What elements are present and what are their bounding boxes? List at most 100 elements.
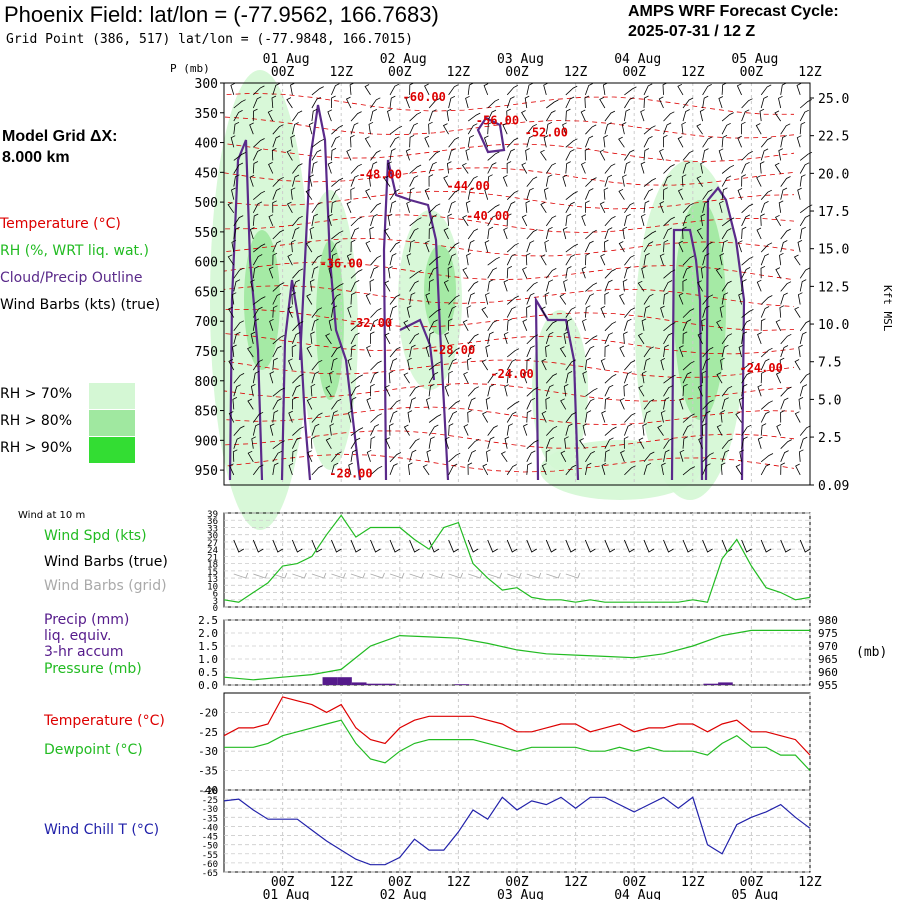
wind-barb <box>682 371 692 384</box>
wind-barb <box>346 148 352 161</box>
wind-barb <box>311 465 323 476</box>
wind-barb <box>292 174 300 187</box>
temperature-contour-12 <box>223 383 795 402</box>
height-tick-3: 17.5 <box>818 205 849 220</box>
precip-bar-7 <box>718 682 733 685</box>
legend-pressure: Pressure (mb) <box>44 661 142 677</box>
top-date-1: 02 Aug <box>380 52 427 67</box>
wind-barb <box>405 96 411 109</box>
wind-barb <box>718 96 724 109</box>
wind-barb <box>233 384 241 397</box>
wind-barb <box>350 227 360 240</box>
temp-tick-2: -30 <box>198 745 218 758</box>
wind-barb <box>286 149 293 161</box>
wind-barb <box>760 318 766 331</box>
wind-barb <box>350 111 362 122</box>
pressure-tick-4: 500 <box>195 196 218 211</box>
wind-barb <box>467 187 475 200</box>
wind-barb <box>721 239 728 253</box>
wind-barb <box>526 82 534 95</box>
wind-barb <box>443 227 449 240</box>
top-date-3: 04 Aug <box>614 52 661 67</box>
wind-barb <box>365 188 371 200</box>
wind-barb <box>579 438 586 449</box>
wind-barb <box>604 437 614 449</box>
wind-barb <box>721 397 729 410</box>
wind-barb <box>721 122 731 135</box>
wind-barb <box>331 177 344 187</box>
wind-barb <box>525 200 531 213</box>
wind-barb <box>405 148 411 161</box>
wind-barb <box>267 109 274 122</box>
wind-barb <box>329 423 335 436</box>
wind-barb <box>697 280 703 292</box>
wind-barb <box>698 437 703 449</box>
wind-barb <box>544 239 549 253</box>
wind-barb <box>622 279 628 292</box>
wind-barb <box>682 226 687 240</box>
wind-barb <box>663 344 669 358</box>
wind-barb <box>643 253 650 266</box>
wind-barb <box>760 370 766 384</box>
pressure-tick-5: 550 <box>195 226 218 241</box>
wind-barb <box>428 266 438 279</box>
wind-barb <box>428 308 441 318</box>
wind-barb <box>799 204 813 214</box>
pressure-tick-1: 975 <box>818 627 838 640</box>
wind-barb <box>311 138 325 148</box>
wind-barb <box>350 134 355 148</box>
wind-barb <box>799 267 810 279</box>
wind-barb <box>232 397 238 410</box>
wind-barb <box>741 226 747 240</box>
wind-barb <box>409 397 416 410</box>
wind-barb <box>741 203 754 214</box>
wind-barb <box>585 357 591 371</box>
wind-barb <box>272 305 278 318</box>
pressure-tick-0: 300 <box>195 77 218 92</box>
wind-barb <box>370 465 383 476</box>
pressure-tick-11: 850 <box>195 405 218 420</box>
wind-barb <box>584 95 590 109</box>
wind-barb <box>701 370 707 384</box>
wind-barb <box>252 266 259 279</box>
wind-barb <box>760 463 771 476</box>
wind-barb <box>526 334 539 345</box>
wind-barb <box>467 292 475 305</box>
wind-barb <box>249 122 254 135</box>
wind-barb <box>448 294 460 305</box>
temperature-label-6: -36.00 <box>320 257 363 271</box>
wind-barb <box>487 151 500 161</box>
wind-barb <box>799 384 808 397</box>
wind-barb <box>618 188 625 200</box>
precip-bar-5 <box>454 684 470 685</box>
wind-barb <box>368 174 374 187</box>
wind-barb <box>250 384 256 397</box>
bottom-date-1: 02 Aug <box>380 888 427 900</box>
grid-wind-barb <box>526 572 542 579</box>
wind-barb <box>407 410 413 423</box>
wind-barb <box>328 266 334 279</box>
wind-barb <box>643 83 653 96</box>
cloud-outline-5 <box>476 116 506 154</box>
wind-barb <box>310 383 316 397</box>
wind-barb <box>780 228 791 240</box>
wind-barb <box>272 282 285 292</box>
top-hour-2: 00Z <box>388 65 412 80</box>
wind-barb <box>540 202 547 214</box>
wind-barb <box>389 305 397 318</box>
wind-barb <box>526 135 534 148</box>
cycle-line-2: 2025-07-31 / 12 Z <box>628 23 756 40</box>
wind-barb <box>599 149 606 161</box>
temperature-label-2: -52.00 <box>525 126 568 140</box>
wind-barb <box>720 357 725 371</box>
wind-barb <box>759 161 765 174</box>
wind-barb <box>794 411 801 423</box>
wind-barb <box>524 95 530 109</box>
legend-wind-speed: Wind Spd (kts) <box>44 528 147 544</box>
wind-barb <box>370 319 379 331</box>
wind-barb <box>663 332 673 345</box>
wind-barb <box>702 200 709 213</box>
wind-barb <box>311 266 319 279</box>
wind-barb <box>409 122 418 135</box>
wind-barb <box>702 84 712 96</box>
